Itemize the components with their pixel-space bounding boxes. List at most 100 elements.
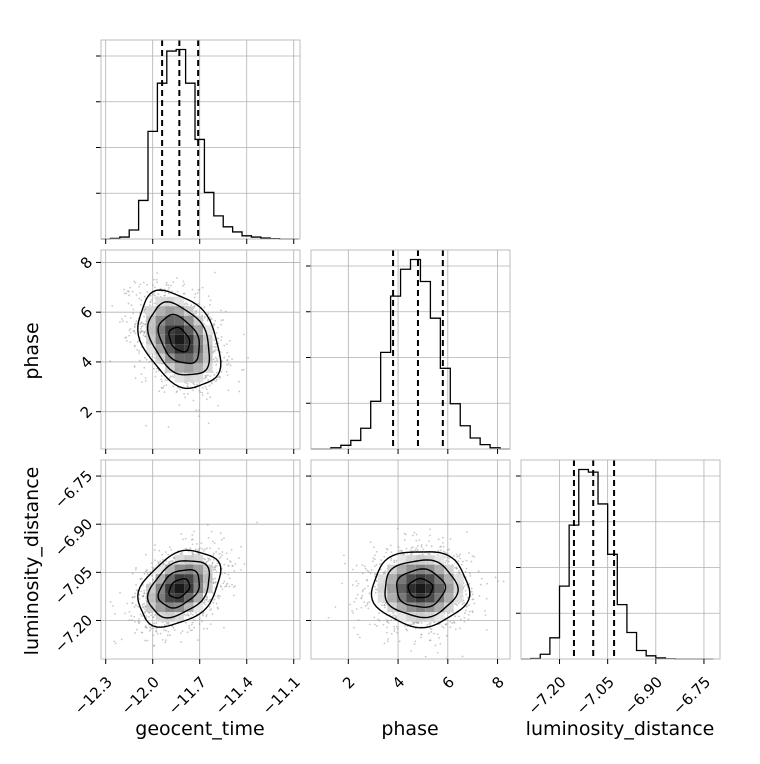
- pair-geocent-time-vs-phase-scatter-point: [170, 290, 173, 293]
- pair-geocent-time-vs-phase-scatter-point: [139, 323, 142, 326]
- pair-geocent-time-vs-luminosity-distance-scatter-point: [135, 604, 137, 607]
- pair-phase-vs-luminosity-distance-scatter-point: [439, 546, 442, 548]
- pair-phase-vs-luminosity-distance-scatter-point: [403, 532, 406, 535]
- pair-geocent-time-vs-luminosity-distance-scatter-point: [144, 639, 146, 642]
- pair-phase-vs-luminosity-distance-scatter-point: [466, 596, 469, 599]
- pair-geocent-time-vs-luminosity-distance-scatter-point: [191, 621, 194, 624]
- pair-geocent-time-vs-phase-scatter-point: [168, 287, 170, 289]
- pair-geocent-time-vs-phase-scatter-point: [186, 382, 189, 385]
- pair-geocent-time-vs-luminosity-distance-scatter-point: [240, 545, 242, 548]
- pair-geocent-time-vs-phase-scatter-point: [203, 377, 206, 380]
- pair-geocent-time-vs-phase-scatter-point: [127, 290, 130, 293]
- pair-phase-vs-luminosity-distance-scatter-point: [502, 580, 505, 583]
- pair-phase-vs-luminosity-distance-scatter-point: [442, 545, 445, 548]
- pair-phase-vs-luminosity-distance-scatter-point: [382, 572, 385, 575]
- pair-geocent-time-vs-phase-scatter-point: [212, 324, 215, 327]
- pair-geocent-time-vs-luminosity-distance-scatter-point: [180, 552, 182, 555]
- pair-phase-vs-luminosity-distance-density-cell: [434, 612, 445, 622]
- pair-geocent-time-vs-luminosity-distance-scatter-point: [193, 626, 196, 629]
- pair-geocent-time-vs-phase-density-cell: [155, 315, 166, 326]
- pair-phase-vs-luminosity-distance-scatter-point: [442, 550, 445, 553]
- pair-phase-vs-luminosity-distance-scatter-point: [390, 551, 393, 554]
- pair-phase-vs-luminosity-distance-scatter-point: [438, 637, 440, 639]
- pair-geocent-time-vs-phase-scatter-point: [220, 339, 222, 342]
- pair-geocent-time-vs-phase-scatter-point: [175, 277, 178, 279]
- pair-phase-vs-luminosity-distance-density-cell: [377, 593, 388, 603]
- pair-phase-vs-luminosity-distance-scatter-point: [460, 563, 463, 566]
- pair-phase-vs-luminosity-distance-scatter-point: [463, 602, 465, 604]
- pair-phase-vs-luminosity-distance-scatter-point: [443, 556, 446, 559]
- pair-geocent-time-vs-luminosity-distance-contour-3: [137, 549, 222, 628]
- pair-phase-vs-luminosity-distance-scatter-point: [413, 643, 416, 646]
- pair-geocent-time-vs-phase-density-cell: [203, 344, 213, 354]
- pair-geocent-time-vs-phase-scatter-point: [195, 312, 197, 315]
- pair-phase-vs-luminosity-distance-scatter-point: [344, 562, 346, 565]
- pair-geocent-time-vs-luminosity-distance-scatter-point: [139, 578, 142, 581]
- pair-geocent-time-vs-luminosity-distance-scatter-point: [133, 606, 136, 608]
- pair-geocent-time-vs-phase-scatter-point: [221, 360, 223, 363]
- pair-phase-vs-luminosity-distance-density-cell: [406, 612, 416, 622]
- pair-geocent-time-vs-phase-scatter-point: [121, 320, 124, 323]
- hist-geocent-time-panel: [96, 39, 301, 244]
- hist-geocent-time-frame: [100, 39, 301, 240]
- pair-geocent-time-vs-luminosity-distance-scatter-point: [197, 548, 200, 551]
- pair-geocent-time-vs-luminosity-distance-scatter-point: [212, 578, 215, 581]
- pair-phase-vs-luminosity-distance-scatter-point: [417, 621, 420, 624]
- pair-geocent-time-vs-luminosity-distance-scatter-point: [201, 547, 204, 550]
- pair-geocent-time-vs-luminosity-distance-scatter-point: [152, 627, 155, 630]
- pair-phase-vs-luminosity-distance-density-cell: [425, 593, 435, 603]
- pair-geocent-time-vs-luminosity-distance-scatter-point: [172, 560, 174, 562]
- pair-geocent-time-vs-phase-scatter-point: [154, 375, 157, 378]
- pair-phase-vs-luminosity-distance-density-cell: [453, 593, 464, 603]
- pair-geocent-time-vs-luminosity-distance-scatter-point: [219, 532, 222, 534]
- pair-geocent-time-vs-phase-scatter-point: [198, 409, 201, 412]
- pair-phase-vs-luminosity-distance-scatter-point: [351, 584, 354, 586]
- pair-geocent-time-vs-luminosity-distance-scatter-point: [225, 585, 228, 588]
- pair-phase-vs-luminosity-distance-scatter-point: [421, 553, 424, 556]
- pair-geocent-time-vs-phase-scatter-point: [176, 290, 179, 293]
- pair-geocent-time-vs-luminosity-distance-scatter-point: [152, 578, 155, 581]
- pair-geocent-time-vs-luminosity-distance-scatter-point: [195, 543, 198, 545]
- pair-geocent-time-vs-phase-scatter-point: [164, 291, 167, 294]
- pair-geocent-time-vs-phase-scatter-point: [171, 375, 174, 378]
- pair-geocent-time-vs-phase-scatter-point: [160, 375, 163, 377]
- pair-phase-vs-luminosity-distance-scatter-point: [366, 569, 369, 572]
- pair-phase-vs-luminosity-distance-scatter-point: [463, 620, 466, 623]
- pair-geocent-time-vs-luminosity-distance-scatter-point: [146, 573, 149, 576]
- pair-geocent-time-vs-phase-density-cell: [155, 306, 166, 316]
- pair-phase-vs-luminosity-distance-scatter-point: [358, 636, 361, 639]
- pair-geocent-time-vs-luminosity-distance-scatter-point: [200, 620, 203, 623]
- pair-geocent-time-vs-luminosity-distance-scatter-point: [226, 558, 229, 560]
- pair-phase-vs-luminosity-distance-density-cell: [444, 564, 454, 575]
- pair-phase-vs-luminosity-distance-scatter-point: [355, 608, 358, 610]
- pair-phase-vs-luminosity-distance-scatter-point: [393, 630, 396, 632]
- pair-geocent-time-vs-phase-scatter-point: [219, 351, 222, 353]
- pair-geocent-time-vs-phase-scatter-point: [192, 399, 195, 402]
- pair-geocent-time-vs-luminosity-distance-scatter-point: [156, 560, 159, 563]
- pair-geocent-time-vs-phase-scatter-point: [202, 323, 205, 325]
- pair-phase-vs-luminosity-distance-scatter-point: [467, 613, 470, 616]
- pair-geocent-time-vs-luminosity-distance-scatter-point: [167, 553, 170, 556]
- pair-phase-vs-luminosity-distance-scatter-point: [464, 609, 467, 612]
- pair-geocent-time-vs-phase-scatter-point: [143, 295, 146, 298]
- pair-geocent-time-vs-luminosity-distance-density-cell: [165, 564, 175, 575]
- pair-geocent-time-vs-luminosity-distance-contour-0: [168, 577, 191, 599]
- pair-geocent-time-vs-luminosity-distance-scatter-point: [200, 542, 203, 545]
- pair-geocent-time-vs-phase-density-cell: [155, 344, 166, 354]
- pair-geocent-time-vs-phase-scatter-point: [228, 355, 230, 358]
- pair-phase-vs-luminosity-distance-scatter-point: [471, 610, 474, 612]
- pair-phase-vs-luminosity-distance-scatter-point: [393, 625, 396, 628]
- pair-geocent-time-vs-luminosity-distance-scatter-point: [146, 571, 149, 574]
- pair-phase-vs-luminosity-distance-scatter-point: [364, 587, 366, 590]
- pair-phase-vs-luminosity-distance-scatter-point: [420, 622, 423, 624]
- pair-geocent-time-vs-phase-contour-0: [168, 326, 191, 353]
- pair-geocent-time-vs-phase-scatter-point: [129, 286, 132, 289]
- pair-phase-vs-luminosity-distance-scatter-point: [444, 623, 447, 626]
- pair-geocent-time-vs-phase-scatter-point: [134, 281, 137, 284]
- pair-phase-vs-luminosity-distance-scatter-point: [396, 631, 398, 634]
- pair-geocent-time-vs-luminosity-distance-scatter-point: [164, 641, 167, 644]
- pair-geocent-time-vs-luminosity-distance-scatter-point: [180, 640, 183, 643]
- pair-geocent-time-vs-luminosity-distance-scatter-point: [192, 619, 195, 621]
- pair-geocent-time-vs-phase-density-cell: [174, 315, 185, 326]
- pair-geocent-time-vs-phase-scatter-point: [215, 378, 218, 381]
